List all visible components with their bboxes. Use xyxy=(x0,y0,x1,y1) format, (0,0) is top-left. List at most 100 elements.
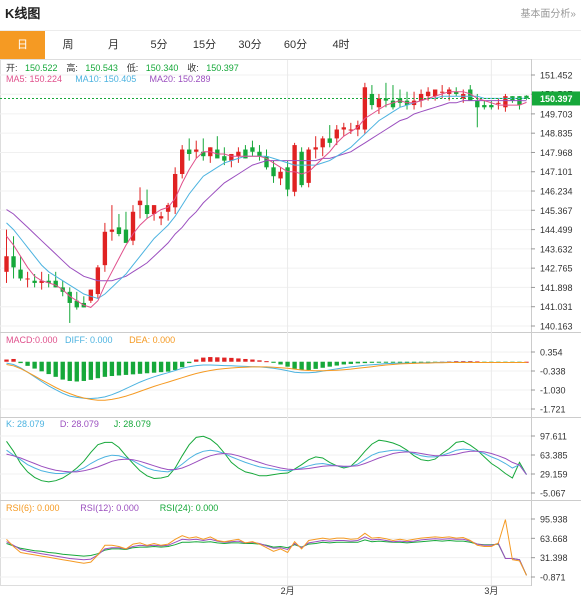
candle-body-28 xyxy=(201,151,206,157)
price-tick-label-8: 144.499 xyxy=(540,225,573,235)
candle-body-59 xyxy=(418,93,424,101)
kdj-tick-label-3: -5.067 xyxy=(540,489,566,499)
candle-53 xyxy=(376,93,382,114)
candle-2 xyxy=(18,256,23,281)
macd-bar-65 xyxy=(461,361,466,363)
rsi-legend-1: RSI(12): 0.000 xyxy=(80,503,139,513)
macd-bar-27 xyxy=(194,359,199,362)
candle-body-67 xyxy=(475,100,480,108)
macd-bar-15 xyxy=(109,361,115,377)
candle-body-21 xyxy=(151,205,157,215)
macd-bar-1 xyxy=(11,358,16,362)
kdj-tick-label-1: 63.385 xyxy=(540,451,568,461)
tab-3[interactable]: 5分 xyxy=(150,39,168,51)
ma5-line xyxy=(6,91,527,308)
candle-body-23 xyxy=(165,205,171,212)
tab-6[interactable]: 60分 xyxy=(283,39,308,51)
macd-bar-26 xyxy=(187,361,192,364)
kdj-legend-0: K: 28.079 xyxy=(6,419,45,429)
candle-16 xyxy=(116,214,122,237)
candle-body-39 xyxy=(278,171,283,179)
macd-bar-51 xyxy=(362,361,368,364)
macd-bar-41 xyxy=(292,361,297,369)
candle-68 xyxy=(482,100,487,110)
price-tick-label-10: 142.765 xyxy=(540,264,573,274)
tab-5[interactable]: 30分 xyxy=(238,39,262,51)
candle-69 xyxy=(489,100,494,110)
candle-body-27 xyxy=(194,149,199,152)
candle-body-15 xyxy=(109,229,115,232)
candle-body-26 xyxy=(187,149,192,154)
candle-30 xyxy=(215,136,220,159)
fundamental-analysis-link[interactable]: 基本面分析» xyxy=(520,9,576,20)
candle-38 xyxy=(271,160,276,183)
macd-bar-42 xyxy=(299,361,304,370)
candle-37 xyxy=(264,149,269,170)
candle-body-33 xyxy=(236,151,241,157)
candle-body-53 xyxy=(376,98,382,108)
tab-0[interactable]: 日 xyxy=(0,31,45,59)
candle-6 xyxy=(46,274,51,288)
kline-chart: 151.452150.587149.703148.835147.968147.1… xyxy=(0,59,581,596)
tab-1[interactable]: 周 xyxy=(62,39,74,51)
candle-body-70 xyxy=(496,102,501,104)
price-tick-label-13: 140.163 xyxy=(540,322,573,332)
candle-22 xyxy=(158,211,164,226)
candle-body-34 xyxy=(243,149,248,159)
macd-bar-33 xyxy=(236,358,241,362)
candle-body-25 xyxy=(180,149,185,174)
candle-14 xyxy=(102,222,108,272)
macd-bar-46 xyxy=(327,361,332,367)
candle-36 xyxy=(257,145,262,161)
candle-body-48 xyxy=(341,127,346,130)
macd-bar-38 xyxy=(271,361,276,363)
macd-bar-7 xyxy=(53,361,58,377)
candle-body-35 xyxy=(250,147,255,152)
candle-body-22 xyxy=(158,216,164,219)
macd-bar-50 xyxy=(355,361,361,364)
rsi12-line xyxy=(6,536,527,576)
candle-body-38 xyxy=(271,167,276,177)
ohlc-high_label: 高: xyxy=(66,62,78,73)
macd-bar-49 xyxy=(348,361,353,364)
candle-70 xyxy=(496,98,501,110)
candle-18 xyxy=(130,205,136,246)
candle-body-0 xyxy=(4,256,9,272)
macd-bar-10 xyxy=(74,361,79,382)
candle-body-24 xyxy=(172,173,178,208)
candle-31 xyxy=(222,147,227,166)
ma-legend-0: MA5: 150.224 xyxy=(6,74,62,84)
price-tick-label-6: 146.234 xyxy=(540,187,573,197)
tab-7[interactable]: 4时 xyxy=(332,39,350,51)
candle-13 xyxy=(95,265,101,299)
macd-legend-0: MACD:0.000 xyxy=(6,335,58,345)
candle-body-52 xyxy=(369,93,375,106)
macd-bar-67 xyxy=(475,361,480,363)
candle-body-40 xyxy=(285,167,290,190)
macd-bar-32 xyxy=(229,357,234,362)
x-axis-label-0: 2月 xyxy=(281,586,295,596)
tab-4[interactable]: 15分 xyxy=(192,39,217,51)
candle-body-20 xyxy=(144,205,150,215)
candle-body-19 xyxy=(137,200,143,206)
candle-body-44 xyxy=(313,147,318,150)
candle-body-54 xyxy=(383,98,389,101)
candle-54 xyxy=(383,82,389,108)
candle-body-60 xyxy=(425,91,431,97)
candle-body-9 xyxy=(67,291,72,303)
macd-bar-29 xyxy=(208,357,213,362)
macd-bar-47 xyxy=(334,361,339,366)
candle-body-4 xyxy=(32,280,37,283)
candle-42 xyxy=(299,147,304,188)
candle-body-10 xyxy=(74,300,79,308)
price-tick-label-11: 141.898 xyxy=(540,283,573,293)
ma10-line xyxy=(6,95,527,300)
price-tick-label-3: 148.835 xyxy=(540,129,573,139)
ohlc-low-value: 150.340 xyxy=(146,63,179,73)
candle-body-32 xyxy=(229,153,234,161)
candle-body-12 xyxy=(88,289,94,301)
candle-20 xyxy=(144,189,150,219)
candle-body-46 xyxy=(327,138,332,143)
tab-2[interactable]: 月 xyxy=(108,39,119,51)
kdj-legend-1: D: 28.079 xyxy=(60,419,99,429)
